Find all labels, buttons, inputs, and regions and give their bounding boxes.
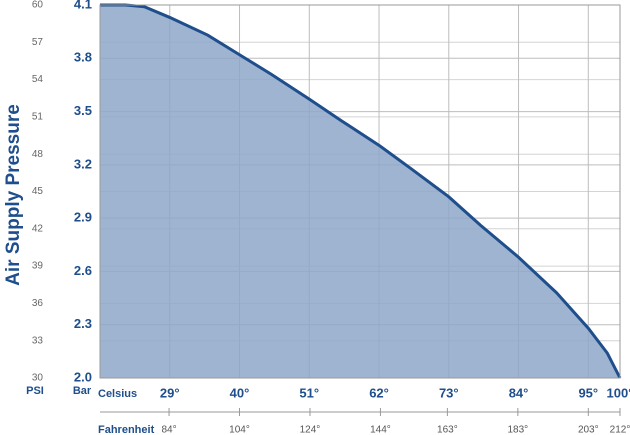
x-tick-label: 84° (509, 385, 529, 400)
x2-tick-label: 84° (161, 425, 176, 435)
x-tick-label: 40° (230, 385, 250, 400)
x-tick-label: 100° (607, 385, 630, 400)
y-tick-label: 3.5 (74, 103, 92, 118)
y2-tick-label: 33 (32, 335, 44, 346)
y-tick-label: 2.6 (74, 263, 92, 278)
x2-tick-label: 163° (437, 425, 458, 435)
y-tick-label: 2.9 (74, 210, 92, 225)
y-tick-label: 4.1 (74, 0, 92, 11)
y2-tick-label: 39 (32, 261, 44, 272)
x-label: Celsius (98, 388, 137, 400)
area (100, 5, 620, 378)
y2-tick-label: 36 (32, 298, 44, 309)
x2-tick-label: 212° (610, 425, 630, 435)
y2-tick-label: 60 (32, 0, 44, 11)
y-tick-label: 3.8 (74, 50, 92, 65)
y-tick-label: 2.0 (74, 369, 92, 384)
x-tick-label: 29° (160, 385, 180, 400)
x2-tick-label: 203° (578, 425, 599, 435)
x-tick-label: 62° (369, 385, 389, 400)
x2-label: Fahrenheit (98, 424, 155, 435)
y-label: Bar (73, 385, 92, 397)
y-tick-label: 3.2 (74, 156, 92, 171)
y2-tick-label: 42 (32, 223, 44, 234)
line (100, 3, 622, 379)
y2-tick-label: 30 (32, 373, 44, 384)
x-tick-label: 51° (299, 385, 319, 400)
x2-tick-label: 183° (507, 425, 528, 435)
y-tick-label: 2.3 (74, 316, 92, 331)
y2-tick-label: 48 (32, 149, 44, 160)
x-tick-label: 95° (578, 385, 598, 400)
plot-frame (99, 4, 621, 379)
y2-tick-label: 54 (32, 74, 44, 85)
x2-tick-label: 104° (229, 425, 250, 435)
x2-tick-label: 144° (370, 425, 391, 435)
y2-tick-label: 45 (32, 186, 44, 197)
y2-tick-label: 51 (32, 112, 44, 123)
x2-tick-label: 124° (300, 425, 321, 435)
x-tick-label: 73° (439, 385, 459, 400)
y2-label: PSI (26, 385, 44, 397)
axis-title: Air Supply Pressure (3, 104, 24, 286)
y2-tick-label: 57 (32, 37, 44, 48)
